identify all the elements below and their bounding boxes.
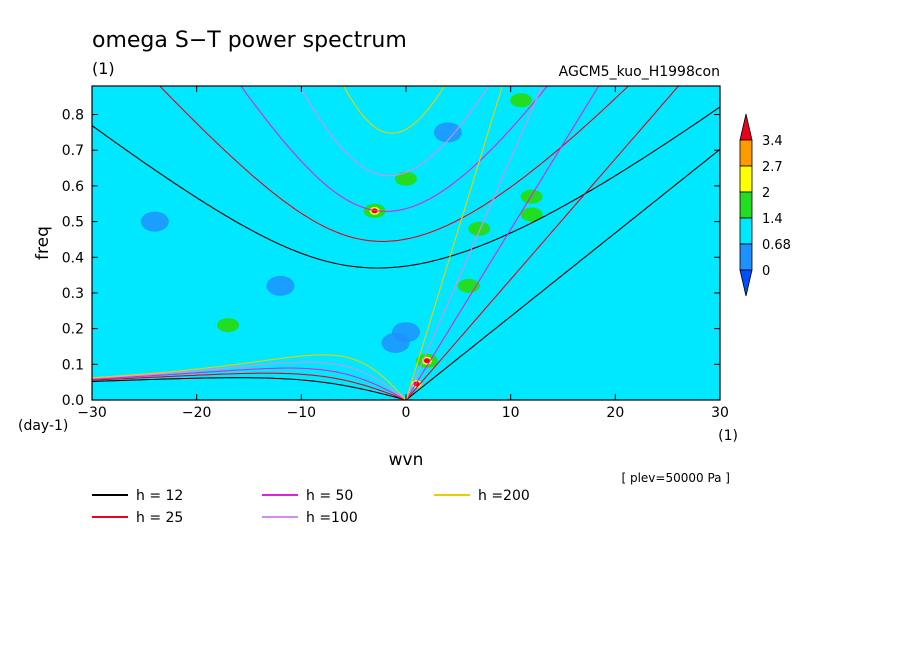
chart-title: omega S−T power spectrum <box>92 28 407 53</box>
kelvin-curve-1 <box>405 86 680 400</box>
red-peak-1 <box>423 358 430 364</box>
colorbar-label-0: 3.4 <box>762 134 783 149</box>
colorbar-segment-2 <box>739 165 753 193</box>
ig-curve-1 <box>158 86 630 242</box>
y-tick-label-7: 0.7 <box>62 143 84 159</box>
rossby-curve-3 <box>92 361 407 400</box>
green-patch-7 <box>217 318 240 333</box>
x-axis: −30 −20 −10 0 10 20 30 <box>77 86 729 421</box>
x-tick-label-2: −10 <box>287 405 317 421</box>
y-tick-label-5: 0.5 <box>62 215 84 231</box>
colorbar-label-1: 2.7 <box>762 160 783 175</box>
ig-curve-4 <box>343 86 446 134</box>
green-patch-5 <box>395 171 417 186</box>
kelvin-curve-3 <box>405 86 543 400</box>
rossby-curve-2 <box>92 367 407 400</box>
colorbar-label-2: 2 <box>762 186 770 201</box>
green-patch-3 <box>520 189 543 204</box>
y-axis: 0.0 0.1 0.2 0.3 0.4 0.5 0.6 0.7 0.8 <box>62 108 720 409</box>
legend: h = 12 h = 25 h = 50 h =100 h =200 <box>92 488 530 526</box>
x-tick-label-3: 0 <box>402 405 411 421</box>
ig-curve-0 <box>92 106 720 269</box>
kelvin-curve-4 <box>405 86 503 400</box>
y-tick-label-0: 0.0 <box>62 393 84 409</box>
blue-patch-4 <box>433 122 462 143</box>
blue-patch-1 <box>381 332 410 353</box>
chart-subtitle-left: (1) <box>92 59 115 78</box>
blue-patch-2 <box>266 275 295 296</box>
plev-note: [ plev=50000 Pa ] <box>621 471 730 485</box>
legend-label-0: h = 12 <box>136 488 183 504</box>
green-patch-6 <box>510 93 533 108</box>
colorbar-segment-1 <box>739 139 753 167</box>
kelvin-curve-2 <box>405 86 600 400</box>
ig-curve-2 <box>240 86 549 212</box>
x-axis-label: wvn <box>389 450 424 470</box>
ig-curve-3 <box>298 86 490 177</box>
plot-background <box>92 86 720 400</box>
legend-label-4: h =200 <box>478 488 530 504</box>
rossby-curve-1 <box>92 372 407 400</box>
colorbar-label-5: 0 <box>762 264 770 279</box>
y-tick-label-6: 0.6 <box>62 179 84 195</box>
x-tick-label-1: −20 <box>182 405 212 421</box>
x-unit-label: (1) <box>718 428 738 444</box>
x-tick-label-4: 10 <box>502 405 520 421</box>
y-unit-label: (day-1) <box>18 418 68 434</box>
blue-patch-3 <box>140 211 169 232</box>
y-tick-label-2: 0.2 <box>62 322 84 338</box>
rossby-curve-4 <box>92 354 407 400</box>
legend-label-2: h = 50 <box>306 488 353 504</box>
green-patch-4 <box>520 207 543 222</box>
x-tick-label-5: 20 <box>606 405 624 421</box>
y-axis-label: freq <box>33 226 53 260</box>
y-tick-label-3: 0.3 <box>62 286 84 302</box>
colorbar-bottom-triangle <box>739 269 753 297</box>
chart-subtitle-right: AGCM5_kuo_H1998con <box>559 64 720 80</box>
colorbar-segment-5 <box>739 243 753 271</box>
x-tick-label-0: −30 <box>77 405 107 421</box>
legend-label-1: h = 25 <box>136 510 183 526</box>
colorbar-label-4: 0.68 <box>762 238 791 253</box>
rossby-curve-0 <box>92 377 407 400</box>
colorbar: 3.4 2.7 2 1.4 0.68 0 <box>739 113 791 297</box>
green-patch-8 <box>468 221 491 236</box>
legend-label-3: h =100 <box>306 510 358 526</box>
colorbar-segment-4 <box>739 217 753 245</box>
colorbar-segment-3 <box>739 191 753 219</box>
colorbar-label-3: 1.4 <box>762 212 783 227</box>
kelvin-curve-0 <box>405 148 720 400</box>
x-tick-label-6: 30 <box>711 405 729 421</box>
y-tick-label-1: 0.1 <box>62 357 84 373</box>
dispersion-curves <box>92 86 720 400</box>
colorbar-top-triangle <box>739 113 753 141</box>
y-tick-label-4: 0.4 <box>62 250 84 266</box>
y-tick-label-8: 0.8 <box>62 108 84 124</box>
